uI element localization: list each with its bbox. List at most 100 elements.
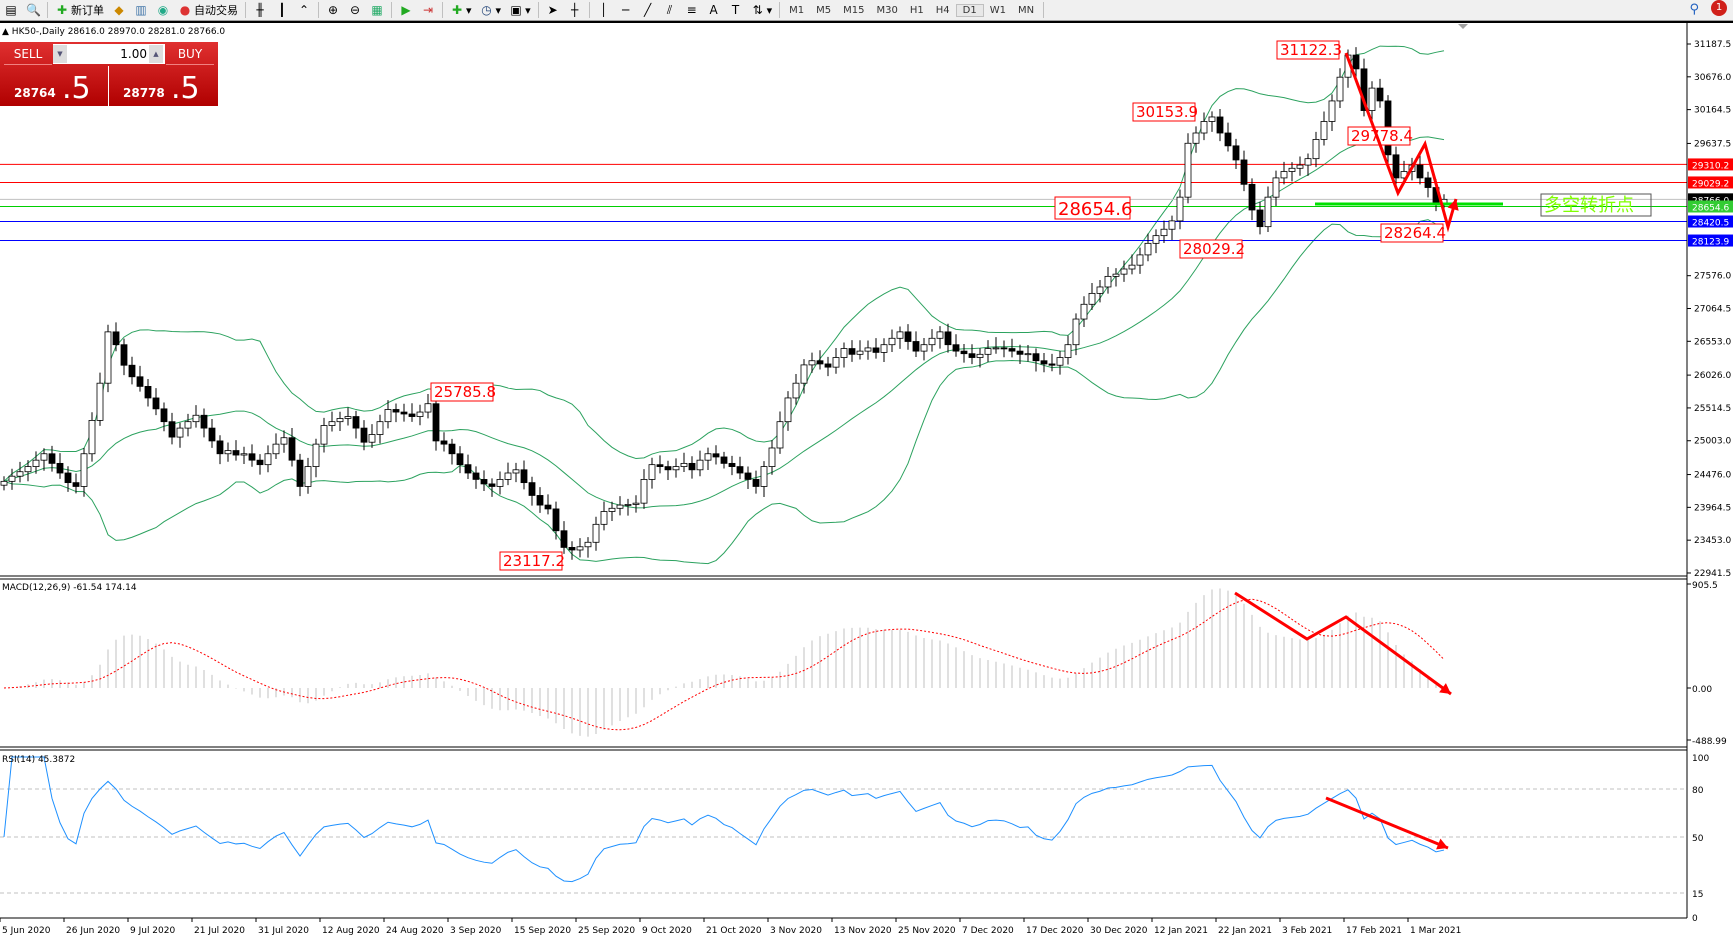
- candle-body: [976, 353, 984, 358]
- date-label: 31 Jul 2020: [258, 926, 309, 936]
- cursor-button[interactable]: ➤: [542, 1, 564, 19]
- timeframe-m1[interactable]: M1: [789, 4, 805, 16]
- candle-body: [1256, 209, 1264, 228]
- navigator-button[interactable]: ▥: [130, 1, 152, 19]
- candle-body: [392, 409, 400, 413]
- lot-increase-button[interactable]: ▲: [149, 45, 163, 63]
- indicators-button[interactable]: ✚ ▾: [451, 3, 472, 17]
- candle-body: [1232, 145, 1240, 161]
- price-annotation-box: [1132, 102, 1196, 122]
- candle-body: [128, 364, 136, 378]
- toolbar: ▤ 🔍 ✚ 新订单 ◆ ▥ ◉ ● 自动交易 ╫ ┃ ⌃ ⊕ ⊖ ▦ ▶ ⇥ ✚ ▾ …: [0, 0, 1733, 21]
- templates-button[interactable]: ▣ ▾: [510, 3, 531, 17]
- candle-body: [1368, 87, 1376, 111]
- candle-body: [336, 418, 344, 423]
- timeframe-m30[interactable]: M30: [876, 4, 898, 16]
- zoom-window-button[interactable]: 🔍: [22, 1, 44, 19]
- buy-button[interactable]: BUY: [166, 44, 214, 65]
- bid-price-fraction: .5: [62, 71, 91, 106]
- candle-body: [672, 466, 680, 471]
- candle-body: [728, 462, 736, 467]
- horizontal-line-icon: ─: [621, 3, 630, 17]
- candle-body: [896, 331, 904, 339]
- candle-body: [440, 440, 448, 445]
- timeframe-mn[interactable]: MN: [1017, 4, 1035, 16]
- annotations[interactable]: 31122.3 30153.9 29778.4 28654.6 28029.2 28264…: [430, 40, 1652, 850]
- new-chart-button[interactable]: ▤: [0, 1, 22, 19]
- timeframe-m5[interactable]: M5: [816, 4, 832, 16]
- text-icon: A: [709, 3, 718, 17]
- auto-trading-label: 自动交易: [194, 4, 238, 17]
- macd-axis-label: 905.5: [1692, 581, 1718, 591]
- horizontal-line-button[interactable]: ─: [615, 1, 637, 19]
- rsi-axis-label: 15: [1692, 890, 1703, 900]
- timeframe-m15[interactable]: M15: [843, 4, 865, 16]
- date-label: 1 Mar 2021: [1410, 926, 1461, 936]
- zoom-out-button[interactable]: ⊖: [344, 1, 366, 19]
- price-annotation: 28654.6: [1058, 199, 1132, 220]
- lot-size-input[interactable]: [67, 47, 149, 61]
- price-tick-label: 23453.0: [1694, 536, 1731, 546]
- date-label: 5 Jun 2020: [2, 926, 51, 936]
- rsi-axis-label: 50: [1692, 834, 1704, 844]
- signals-button[interactable]: ◉: [152, 1, 174, 19]
- zoom-in-button[interactable]: ⊕: [322, 1, 344, 19]
- candle-body: [416, 411, 424, 417]
- candle-body: [400, 411, 408, 415]
- level-price-badge: [1688, 158, 1733, 171]
- candle-body: [656, 464, 664, 467]
- candle-body: [264, 453, 272, 466]
- tile-windows-button[interactable]: ▦: [366, 1, 388, 19]
- search-icon[interactable]: ⚲: [1689, 2, 1699, 17]
- candle-body: [800, 364, 808, 384]
- timeframe-h4[interactable]: H4: [935, 4, 950, 16]
- level-price-label: 28123.9: [1692, 238, 1729, 248]
- periods-button[interactable]: ◷ ▾: [481, 3, 502, 17]
- bar-chart-button[interactable]: ╫: [249, 1, 271, 19]
- vertical-line-button[interactable]: │: [593, 1, 615, 19]
- date-label: 25 Nov 2020: [898, 926, 956, 936]
- candle-body: [1032, 353, 1040, 362]
- chart-shift-marker[interactable]: [1458, 24, 1468, 29]
- text-button[interactable]: A: [703, 1, 725, 19]
- candle-body: [1280, 171, 1288, 179]
- bid-price[interactable]: 28764 .5: [0, 66, 109, 106]
- candle-body: [56, 462, 64, 474]
- candle-body: [680, 462, 688, 467]
- candle-body: [344, 416, 352, 419]
- auto-trading-button[interactable]: ● 自动交易: [174, 1, 242, 19]
- crosshair-button[interactable]: ┼: [564, 1, 586, 19]
- lot-decrease-button[interactable]: ▼: [53, 45, 67, 63]
- notification-badge[interactable]: 1: [1711, 0, 1727, 16]
- bid-price-main: 28764: [14, 86, 56, 100]
- candle-body: [320, 425, 328, 445]
- new-order-button[interactable]: ✚ 新订单: [51, 1, 108, 19]
- candle-body: [1016, 350, 1024, 355]
- timeframe-h1[interactable]: H1: [909, 4, 924, 16]
- trendline-button[interactable]: ╱: [637, 1, 659, 19]
- candles: [0, 47, 1448, 560]
- candlestick-button[interactable]: ┃: [271, 1, 293, 19]
- sell-button[interactable]: SELL: [4, 44, 52, 65]
- channel-button[interactable]: ⫽: [659, 1, 681, 19]
- candlestick-icon: ┃: [278, 3, 286, 17]
- timeframe-d1[interactable]: D1: [955, 3, 984, 17]
- market-watch-button[interactable]: ◆: [108, 1, 130, 19]
- chart-shift-button[interactable]: ⇥: [417, 1, 439, 19]
- candle-body: [0, 480, 8, 486]
- candle-body: [512, 469, 520, 474]
- candle-body: [520, 469, 528, 484]
- candle-body: [1208, 116, 1216, 122]
- text-label-button[interactable]: T: [725, 1, 747, 19]
- date-label: 26 Jun 2020: [66, 926, 120, 936]
- autoscroll-icon: ▶: [401, 3, 411, 17]
- timeframe-w1[interactable]: W1: [989, 4, 1006, 16]
- autoscroll-button[interactable]: ▶: [395, 1, 417, 19]
- ask-price[interactable]: 28778 .5: [109, 66, 217, 106]
- arrows-button[interactable]: ⇅ ▾: [752, 3, 773, 17]
- date-label: 12 Aug 2020: [322, 926, 380, 936]
- candle-body: [760, 466, 768, 487]
- fibonacci-button[interactable]: ≡: [681, 1, 703, 19]
- line-chart-button[interactable]: ⌃: [293, 1, 315, 19]
